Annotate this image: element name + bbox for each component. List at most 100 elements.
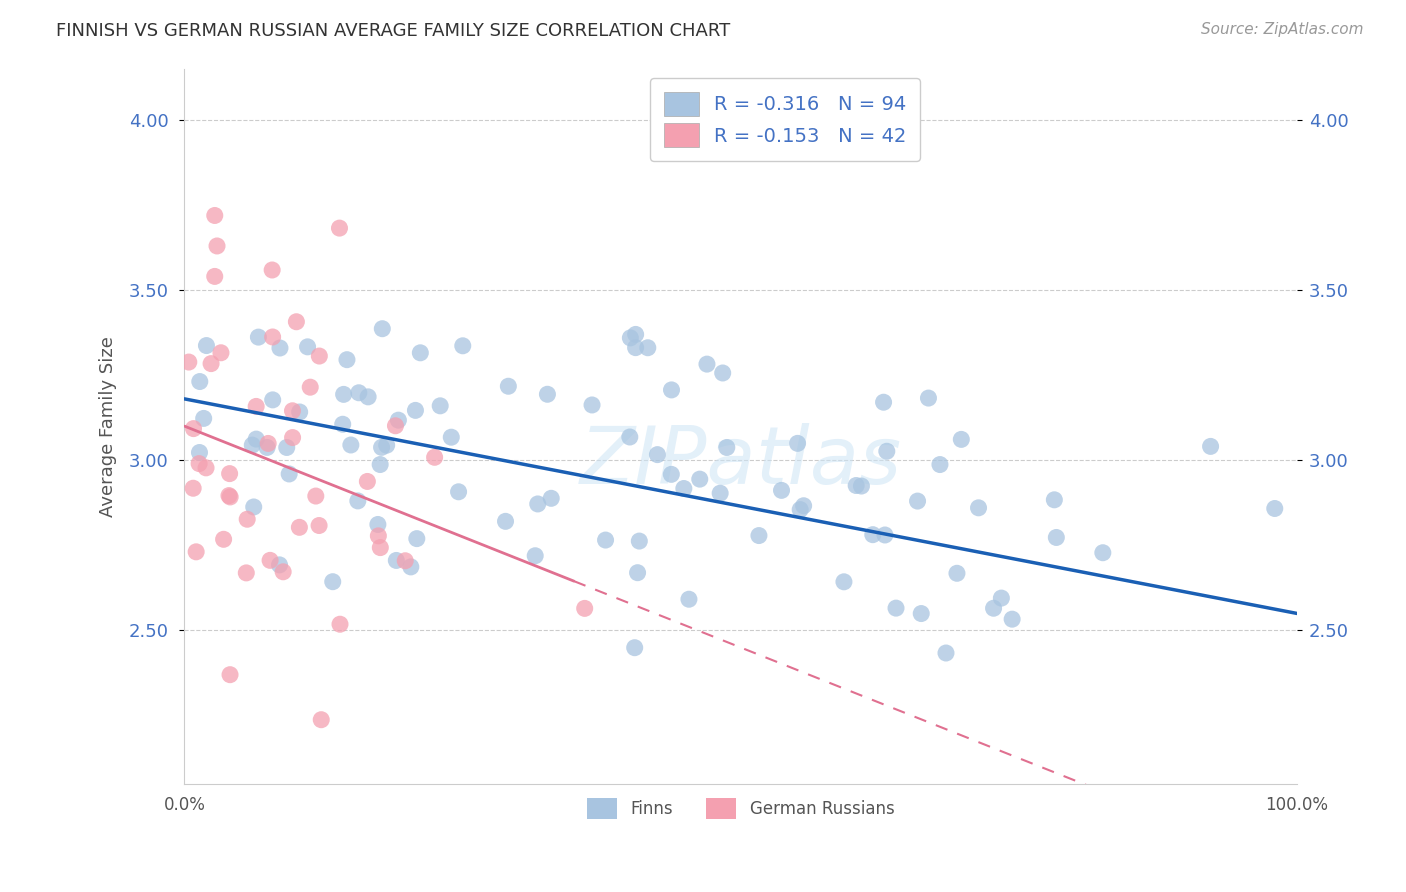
Point xyxy=(619,331,641,345)
Point xyxy=(659,467,682,482)
Point xyxy=(183,422,205,436)
Point xyxy=(1091,546,1114,560)
Point xyxy=(851,479,873,493)
Point xyxy=(276,441,298,455)
Point xyxy=(581,398,603,412)
Point xyxy=(1001,612,1024,626)
Point xyxy=(872,395,894,409)
Point xyxy=(678,592,700,607)
Point xyxy=(716,441,738,455)
Point xyxy=(793,499,815,513)
Point xyxy=(862,527,884,541)
Point xyxy=(385,553,408,567)
Point xyxy=(495,514,517,528)
Point xyxy=(786,436,808,450)
Point xyxy=(177,355,200,369)
Point xyxy=(770,483,793,498)
Point xyxy=(204,269,226,284)
Point xyxy=(367,529,389,543)
Point xyxy=(219,490,242,504)
Point xyxy=(624,327,647,342)
Point xyxy=(200,357,222,371)
Point xyxy=(429,399,451,413)
Point xyxy=(950,433,973,447)
Point xyxy=(308,518,330,533)
Point xyxy=(328,221,350,235)
Point xyxy=(195,338,218,352)
Point xyxy=(637,341,659,355)
Point xyxy=(935,646,957,660)
Point xyxy=(247,330,270,344)
Point xyxy=(188,457,211,471)
Point xyxy=(371,322,394,336)
Point xyxy=(619,430,641,444)
Point xyxy=(832,574,855,589)
Point xyxy=(186,545,208,559)
Point xyxy=(451,339,474,353)
Point xyxy=(661,383,683,397)
Point xyxy=(624,341,647,355)
Point xyxy=(288,405,311,419)
Point xyxy=(269,558,291,572)
Point xyxy=(409,346,432,360)
Point xyxy=(305,489,328,503)
Point xyxy=(340,438,363,452)
Point xyxy=(347,385,370,400)
Point xyxy=(219,667,242,681)
Point xyxy=(236,512,259,526)
Point xyxy=(269,341,291,355)
Point xyxy=(946,566,969,581)
Point xyxy=(628,534,651,549)
Point xyxy=(574,601,596,615)
Point xyxy=(347,494,370,508)
Point xyxy=(209,345,232,359)
Point xyxy=(332,387,354,401)
Point xyxy=(623,640,645,655)
Point xyxy=(375,438,398,452)
Point xyxy=(672,482,695,496)
Text: FINNISH VS GERMAN RUSSIAN AVERAGE FAMILY SIZE CORRELATION CHART: FINNISH VS GERMAN RUSSIAN AVERAGE FAMILY… xyxy=(56,22,731,40)
Point xyxy=(262,263,284,277)
Point xyxy=(281,431,304,445)
Point xyxy=(1043,492,1066,507)
Point xyxy=(281,404,304,418)
Point xyxy=(278,467,301,481)
Legend: Finns, German Russians: Finns, German Russians xyxy=(581,792,901,825)
Point xyxy=(188,445,211,459)
Point xyxy=(240,438,263,452)
Point xyxy=(748,528,770,542)
Point xyxy=(498,379,520,393)
Point xyxy=(647,448,669,462)
Point xyxy=(524,549,547,563)
Point xyxy=(910,607,932,621)
Point xyxy=(271,565,294,579)
Point xyxy=(884,601,907,615)
Text: Source: ZipAtlas.com: Source: ZipAtlas.com xyxy=(1201,22,1364,37)
Point xyxy=(387,413,409,427)
Point xyxy=(540,491,562,506)
Point xyxy=(595,533,617,547)
Point xyxy=(257,436,280,450)
Point xyxy=(876,444,898,458)
Point xyxy=(367,517,389,532)
Point xyxy=(399,560,422,574)
Point xyxy=(967,500,990,515)
Point xyxy=(929,458,952,472)
Point xyxy=(309,713,332,727)
Point xyxy=(709,486,731,500)
Point xyxy=(1264,501,1286,516)
Point xyxy=(696,357,718,371)
Point xyxy=(297,340,319,354)
Point xyxy=(235,566,257,580)
Point xyxy=(873,528,896,542)
Point xyxy=(299,380,322,394)
Point xyxy=(204,209,226,223)
Point xyxy=(689,472,711,486)
Point xyxy=(394,554,416,568)
Point xyxy=(368,541,391,555)
Point xyxy=(626,566,648,580)
Point xyxy=(262,330,284,344)
Point xyxy=(322,574,344,589)
Point xyxy=(526,497,548,511)
Point xyxy=(332,417,354,432)
